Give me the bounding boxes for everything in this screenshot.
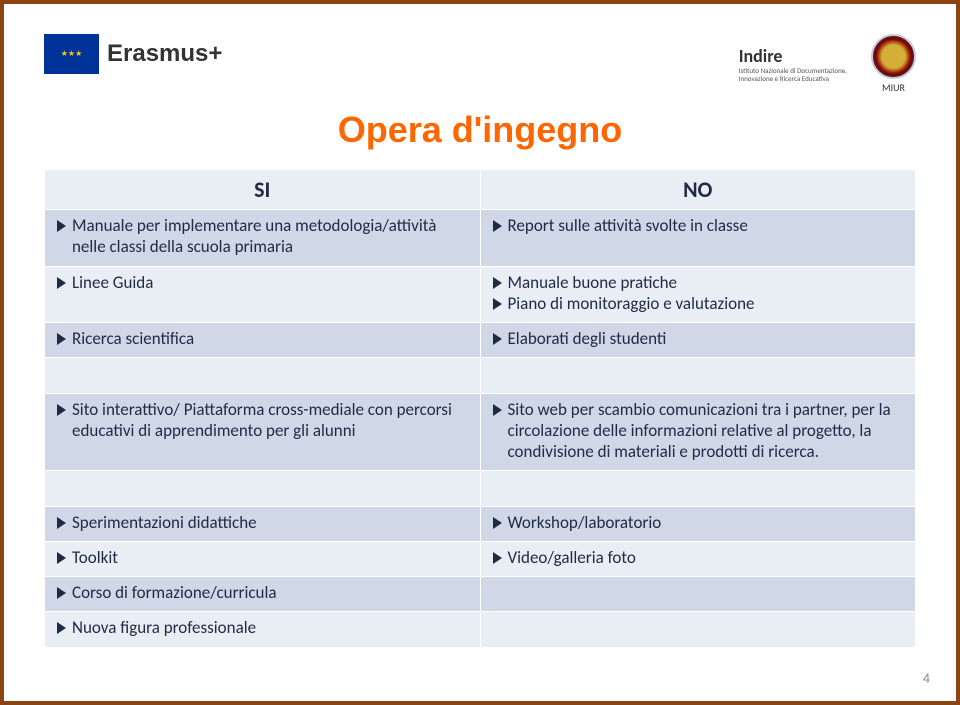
table-row: Corso di formazione/curricula [45,577,916,612]
cell-no [480,577,916,612]
bullet-item: Sito interattivo/ Piattaforma cross-medi… [57,399,468,442]
indire-label: Indire [739,45,783,67]
cell-si: Ricerca scientifica [45,323,481,358]
bullet-item: Workshop/laboratorio [493,512,904,533]
chevron-right-icon [57,622,66,634]
cell-no: Sito web per scambio comunicazioni tra i… [480,393,916,471]
bullet-item: Video/galleria foto [493,547,904,568]
chevron-right-icon [493,277,502,289]
table-row: Linee Guida Manuale buone pratichePiano d… [45,266,916,323]
cell-no: Report sulle attività svolte in classe [480,210,916,267]
chevron-right-icon [57,277,66,289]
table-row: Sperimentazioni didattiche Workshop/labor… [45,506,916,541]
cell-no: Elaborati degli studenti [480,323,916,358]
bullet-text: Nuova figura professionale [72,617,256,638]
bullet-item: Elaborati degli studenti [493,328,904,349]
bullet-item: Ricerca scientifica [57,328,468,349]
chevron-right-icon [493,220,502,232]
cell-si: Corso di formazione/curricula [45,577,481,612]
indire-sub2: Innovazione e Ricerca Educativa [739,75,829,83]
bullet-item: Nuova figura professionale [57,617,468,638]
erasmus-label: Erasmus+ [107,40,222,68]
table-row: Toolkit Video/galleria foto [45,541,916,576]
chevron-right-icon [57,404,66,416]
table-row: Manuale per implementare una metodologia… [45,210,916,267]
cell-si: Toolkit [45,541,481,576]
bullet-text: Elaborati degli studenti [508,328,667,349]
chevron-right-icon [493,552,502,564]
logo-erasmus-group: Erasmus+ [44,34,222,74]
chevron-right-icon [57,552,66,564]
bullet-item: Sito web per scambio comunicazioni tra i… [493,399,904,463]
bullet-item: Corso di formazione/curricula [57,582,468,603]
bullet-text: Manuale per implementare una metodologia… [72,215,468,258]
eu-flag-icon [44,34,99,74]
cell-si: Manuale per implementare una metodologia… [45,210,481,267]
cell-no: Workshop/laboratorio [480,506,916,541]
cell-si: Sito interattivo/ Piattaforma cross-medi… [45,393,481,471]
bullet-item: Piano di monitoraggio e valutazione [493,293,904,314]
bullet-item: Manuale buone pratiche [493,272,904,293]
bullet-text: Toolkit [72,547,118,568]
page-number: 4 [923,670,930,687]
bullet-item: Linee Guida [57,272,468,293]
cell-si [45,358,481,393]
bullet-item: Sperimentazioni didattiche [57,512,468,533]
cell-si: Linee Guida [45,266,481,323]
header-logos: Erasmus+ Indire Istituto Nazionale di Do… [44,34,916,104]
table-row: Ricerca scientifica Elaborati degli stude… [45,323,916,358]
chevron-right-icon [57,587,66,599]
bullet-text: Sito web per scambio comunicazioni tra i… [508,399,904,463]
col-header-no: NO [480,170,916,210]
chevron-right-icon [493,298,502,310]
bullet-text: Workshop/laboratorio [508,512,662,533]
cell-si: Nuova figura professionale [45,612,481,647]
cell-no [480,471,916,506]
chevron-right-icon [57,333,66,345]
cell-no [480,358,916,393]
miur-label: MIUR [882,81,905,94]
table-row [45,471,916,506]
cell-si: Sperimentazioni didattiche [45,506,481,541]
cell-no [480,612,916,647]
cell-no: Manuale buone pratichePiano di monitorag… [480,266,916,323]
miur-group: MIUR [871,34,916,94]
bullet-item: Report sulle attività svolte in classe [493,215,904,236]
bullet-text: Ricerca scientifica [72,328,194,349]
emblem-icon [871,34,916,79]
table-row: Nuova figura professionale [45,612,916,647]
slide-container: Erasmus+ Indire Istituto Nazionale di Do… [4,4,956,701]
bullet-text: Linee Guida [72,272,153,293]
bullet-text: Video/galleria foto [508,547,636,568]
bullet-item: Manuale per implementare una metodologia… [57,215,468,258]
indire-block: Indire Istituto Nazionale di Documentazi… [739,45,847,82]
bullet-text: Report sulle attività svolte in classe [508,215,748,236]
chevron-right-icon [493,333,502,345]
chevron-right-icon [57,517,66,529]
chevron-right-icon [493,404,502,416]
chevron-right-icon [57,220,66,232]
cell-no: Video/galleria foto [480,541,916,576]
bullet-text: Sperimentazioni didattiche [72,512,257,533]
page-title: Opera d'ingegno [44,109,916,151]
bullet-text: Piano di monitoraggio e valutazione [508,293,755,314]
cell-si [45,471,481,506]
bullet-item: Toolkit [57,547,468,568]
bullet-text: Corso di formazione/curricula [72,582,277,603]
comparison-table: SI NO Manuale per implementare una metod… [44,169,916,648]
col-header-si: SI [45,170,481,210]
table-row [45,358,916,393]
bullet-text: Sito interattivo/ Piattaforma cross-medi… [72,399,468,442]
chevron-right-icon [493,517,502,529]
bullet-text: Manuale buone pratiche [508,272,678,293]
table-row: Sito interattivo/ Piattaforma cross-medi… [45,393,916,471]
logo-right-group: Indire Istituto Nazionale di Documentazi… [739,34,916,94]
